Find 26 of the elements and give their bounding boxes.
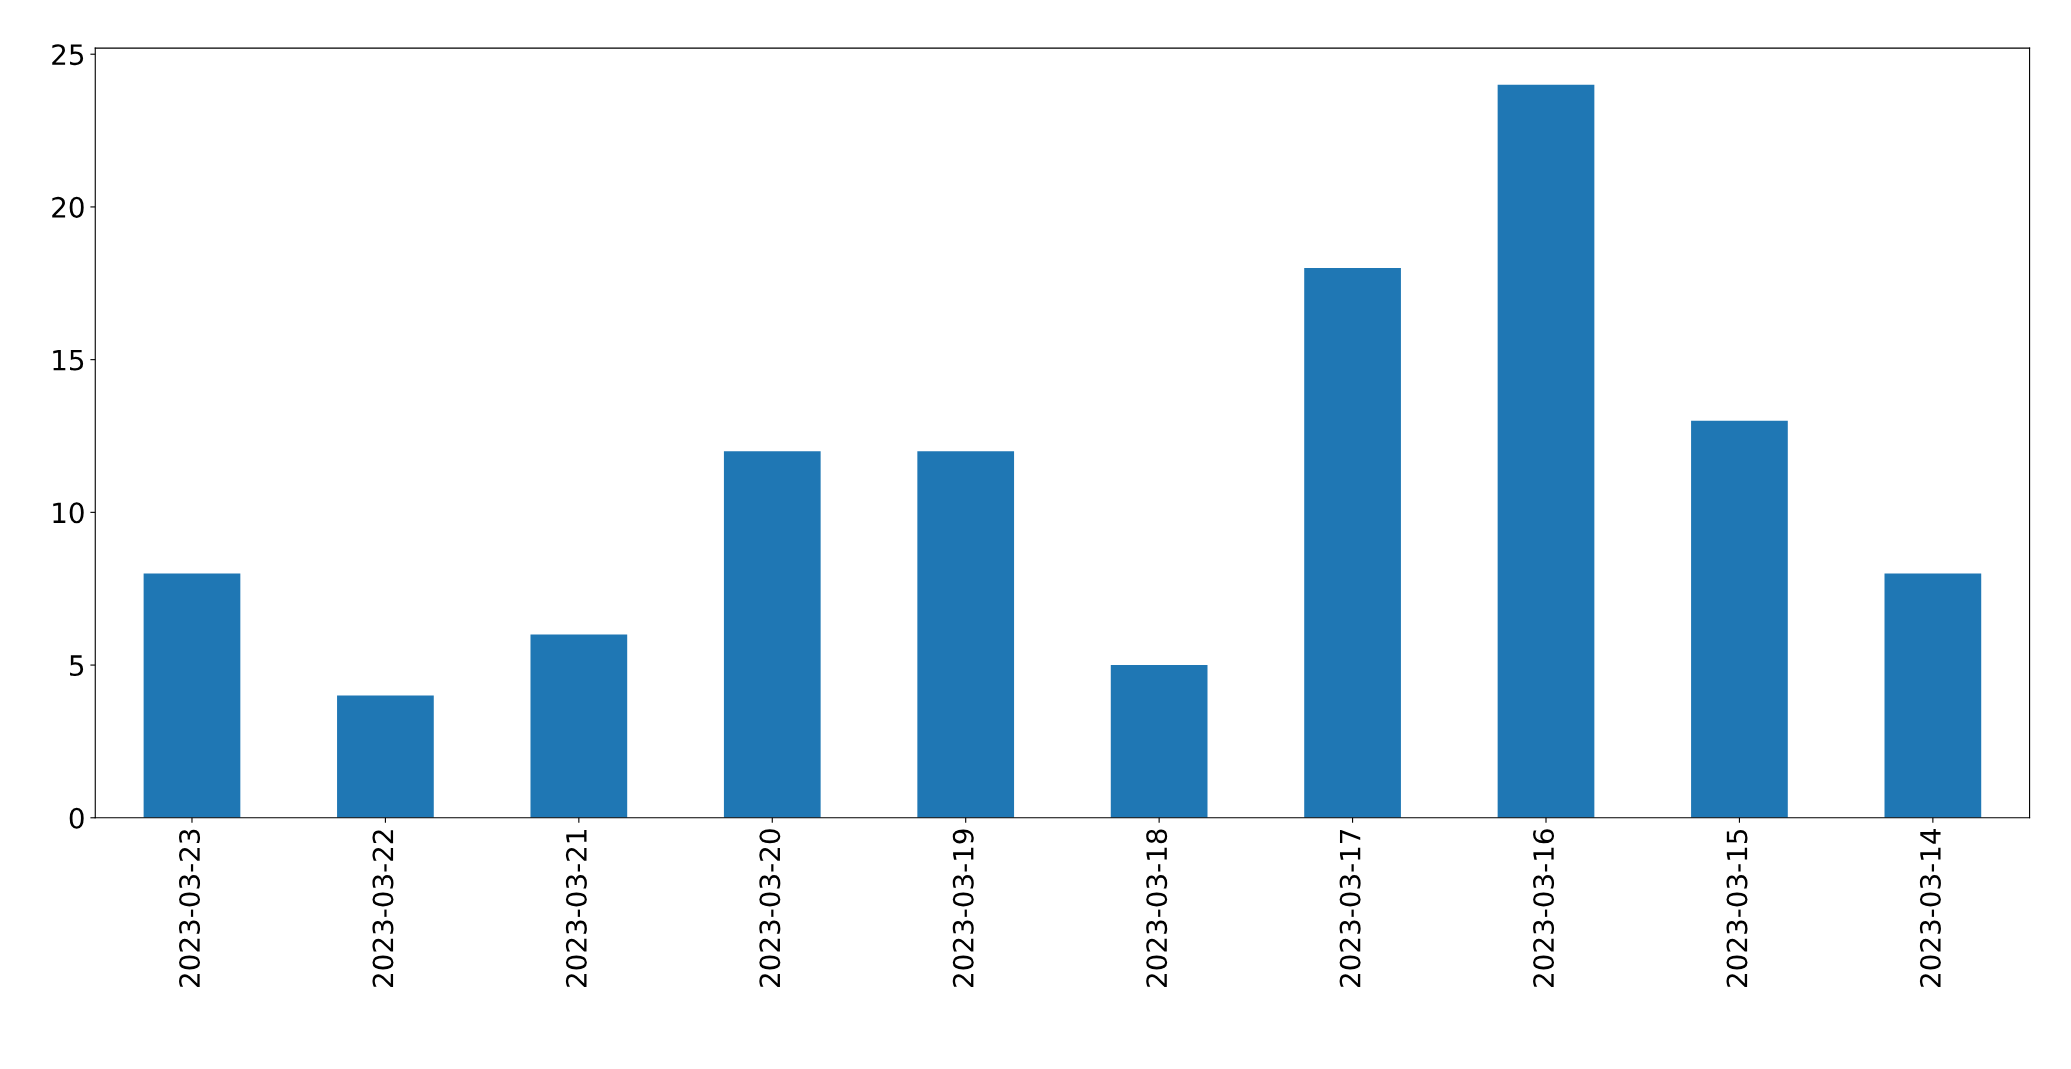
bar xyxy=(143,573,241,818)
bar xyxy=(723,451,821,818)
bar xyxy=(337,695,434,818)
bar xyxy=(1691,420,1788,818)
x-tick-label: 2023-03-23 xyxy=(179,829,201,987)
x-tick-label: 2023-03-18 xyxy=(1146,829,1168,987)
y-tick-label: 25 xyxy=(52,44,84,66)
x-tick-label: 2023-03-22 xyxy=(372,830,394,987)
y-tick-label: 15 xyxy=(53,349,84,371)
bar xyxy=(1497,84,1595,818)
x-tick-label: 2023-03-20 xyxy=(759,829,781,987)
bar xyxy=(1304,268,1401,818)
bar xyxy=(530,634,628,818)
y-tick-label: 10 xyxy=(53,502,84,524)
y-tick-label: 20 xyxy=(52,196,84,218)
bar xyxy=(1884,573,1982,818)
bar xyxy=(917,451,1015,818)
y-tick-label: 5 xyxy=(70,655,84,677)
x-tick-label: 2023-03-21 xyxy=(565,830,587,987)
x-tick-label: 2023-03-14 xyxy=(1919,829,1941,987)
y-tick-label: 0 xyxy=(69,807,84,829)
x-tick-label: 2023-03-17 xyxy=(1339,829,1361,987)
x-tick-label: 2023-03-19 xyxy=(952,829,974,987)
bar xyxy=(1110,665,1208,818)
x-tick-label: 2023-03-15 xyxy=(1726,829,1748,987)
x-tick-label: 2023-03-16 xyxy=(1533,829,1555,987)
